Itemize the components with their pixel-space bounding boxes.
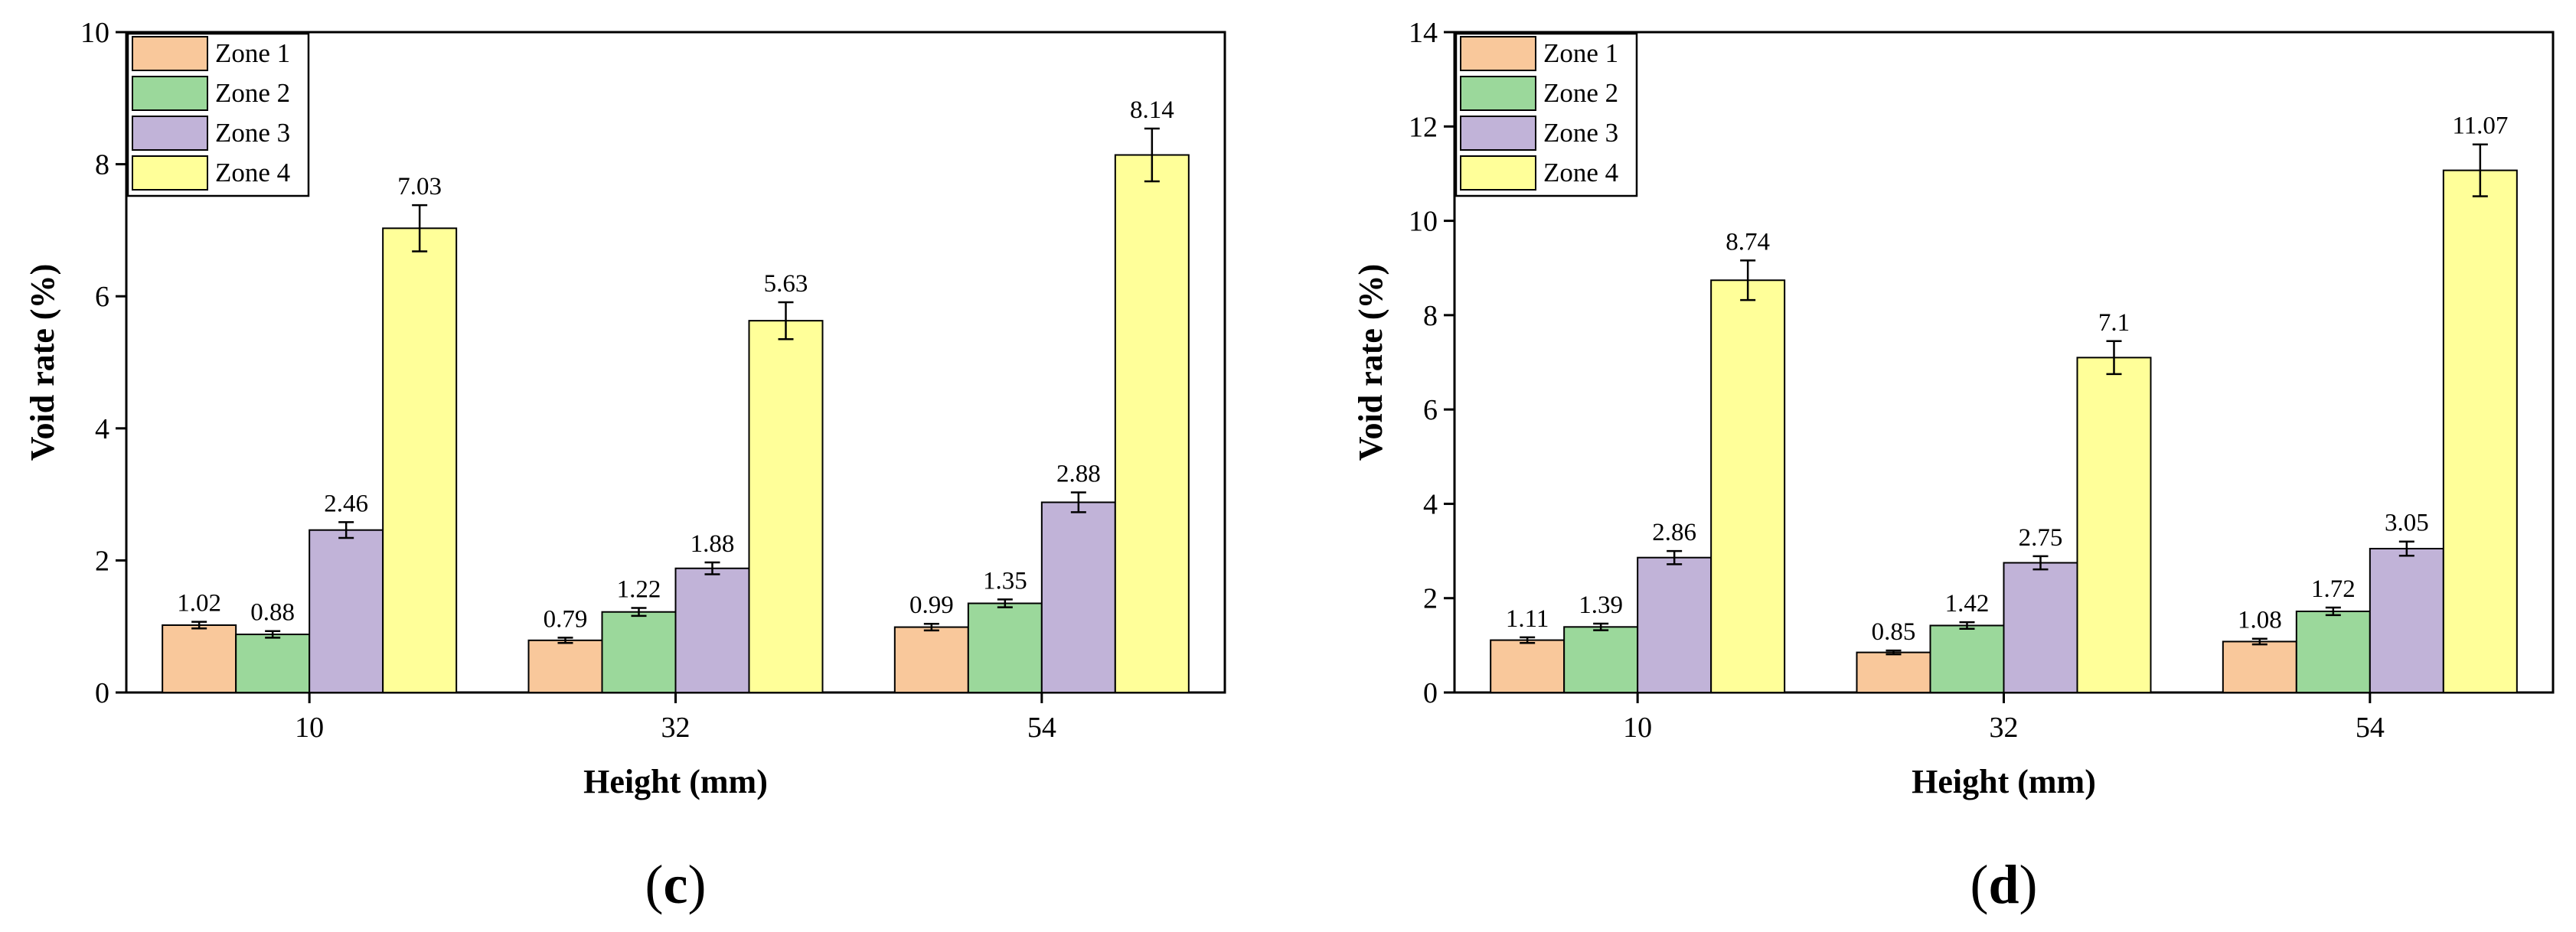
y-tick-label: 10: [1409, 206, 1438, 238]
legend-label: Zone 3: [1543, 118, 1618, 148]
x-tick-label: 32: [1990, 712, 2019, 744]
data-label: 1.11: [1506, 605, 1549, 633]
x-tick-label: 10: [1623, 712, 1652, 744]
bar: [2295, 610, 2371, 694]
x-axis-title: Height (mm): [1912, 763, 2096, 800]
data-label: 5.63: [764, 270, 808, 298]
panel-label: (c): [645, 854, 707, 915]
data-label: 1.02: [177, 590, 221, 618]
chart-panel-c: 0 2 4 6 8 10 10 32 54 1.02 0.79 0.99 0.88 1.22 1.35 2.4…: [24, 17, 1226, 915]
y-tick-label: 8: [1423, 300, 1438, 332]
legend-swatch: [1460, 76, 1536, 111]
data-label: 3.05: [2385, 510, 2429, 537]
data-label: 1.39: [1579, 591, 1623, 619]
bar: [1856, 651, 1931, 694]
panel-label-letter: c: [664, 854, 688, 915]
bar: [1490, 639, 1566, 693]
data-label: 2.75: [2019, 524, 2063, 552]
data-label: 1.42: [1945, 590, 1990, 618]
panel-label-open: (: [1970, 854, 1988, 915]
y-tick-label: 4: [95, 413, 109, 445]
bar: [1040, 501, 1116, 693]
panel-label: (d): [1970, 854, 2037, 915]
bar: [1563, 626, 1639, 693]
legend-label: Zone 1: [215, 38, 290, 68]
y-tick-label: 2: [95, 545, 109, 577]
x-axis-title: Height (mm): [583, 763, 768, 800]
panel-label-open: (: [645, 854, 664, 915]
data-label: 0.85: [1872, 618, 1916, 646]
data-label: 0.99: [909, 591, 954, 619]
data-label: 8.14: [1130, 96, 1174, 124]
data-label: 7.1: [2098, 309, 2130, 337]
data-label: 7.03: [397, 173, 442, 200]
data-label: 0.79: [544, 605, 588, 633]
legend-label: Zone 1: [1543, 38, 1618, 68]
data-label: 1.22: [617, 576, 661, 604]
legend-label: Zone 2: [1543, 78, 1618, 108]
y-tick-label: 10: [80, 17, 109, 49]
y-tick-label: 0: [1423, 677, 1438, 709]
bar: [235, 634, 311, 694]
bar: [2003, 562, 2078, 693]
x-tick-label: 32: [661, 712, 691, 744]
bar: [1929, 624, 2005, 694]
y-axis-title: Void rate (%): [24, 264, 61, 461]
data-label: 2.46: [324, 490, 368, 517]
bar: [2222, 640, 2297, 694]
legend-label: Zone 3: [215, 118, 290, 148]
y-axis-title: Void rate (%): [1352, 264, 1389, 461]
data-label: 1.35: [983, 567, 1027, 595]
data-label: 1.72: [2311, 575, 2356, 603]
legend-swatch: [132, 116, 208, 151]
bar: [162, 624, 237, 693]
y-tick-label: 4: [1423, 488, 1438, 520]
legend-label: Zone 4: [215, 158, 290, 187]
bar: [309, 529, 384, 694]
bar: [967, 602, 1043, 693]
bar: [2442, 169, 2518, 693]
y-tick-label: 0: [95, 677, 109, 709]
bar: [382, 227, 458, 694]
bar: [527, 639, 603, 693]
legend-swatch: [132, 36, 208, 71]
data-label: 1.88: [691, 530, 735, 558]
panel-label-close: ): [2019, 854, 2038, 915]
bar: [893, 626, 969, 693]
y-tick-label: 6: [95, 281, 109, 313]
legend-label: Zone 4: [1543, 158, 1618, 187]
y-tick-label: 6: [1423, 394, 1438, 426]
legend-swatch: [1460, 36, 1536, 71]
data-label: 8.74: [1725, 228, 1770, 256]
legend-swatch: [1460, 155, 1536, 191]
legend-label: Zone 2: [215, 78, 290, 108]
data-label: 1.08: [2238, 607, 2282, 634]
bar: [601, 611, 677, 693]
x-tick-label: 10: [295, 712, 324, 744]
legend-swatch: [1460, 116, 1536, 151]
data-label: 11.07: [2452, 112, 2508, 140]
panel-label-letter: d: [1988, 854, 2019, 915]
bar: [1710, 279, 1786, 693]
y-tick-label: 2: [1423, 583, 1438, 615]
y-tick-label: 12: [1409, 111, 1438, 143]
legend-swatch: [132, 155, 208, 191]
bar: [2076, 357, 2152, 693]
bar: [2369, 547, 2444, 693]
legend-swatch: [132, 76, 208, 111]
x-tick-label: 54: [1027, 712, 1056, 744]
bar: [748, 320, 824, 693]
data-label: 0.88: [250, 599, 295, 627]
bar: [1114, 154, 1190, 693]
panel-label-close: ): [687, 854, 706, 915]
data-label: 2.86: [1652, 519, 1696, 546]
y-tick-label: 14: [1409, 17, 1438, 49]
data-label: 2.88: [1056, 461, 1101, 488]
chart-panel-d: 0 2 4 6 8 10 12 14 10 32 54 1.11 0.85 1.08 1.39 1.42 1.7…: [1352, 17, 2555, 915]
x-tick-label: 54: [2356, 712, 2385, 744]
y-tick-label: 8: [95, 149, 109, 181]
bar: [674, 567, 750, 693]
bar: [1637, 556, 1712, 693]
